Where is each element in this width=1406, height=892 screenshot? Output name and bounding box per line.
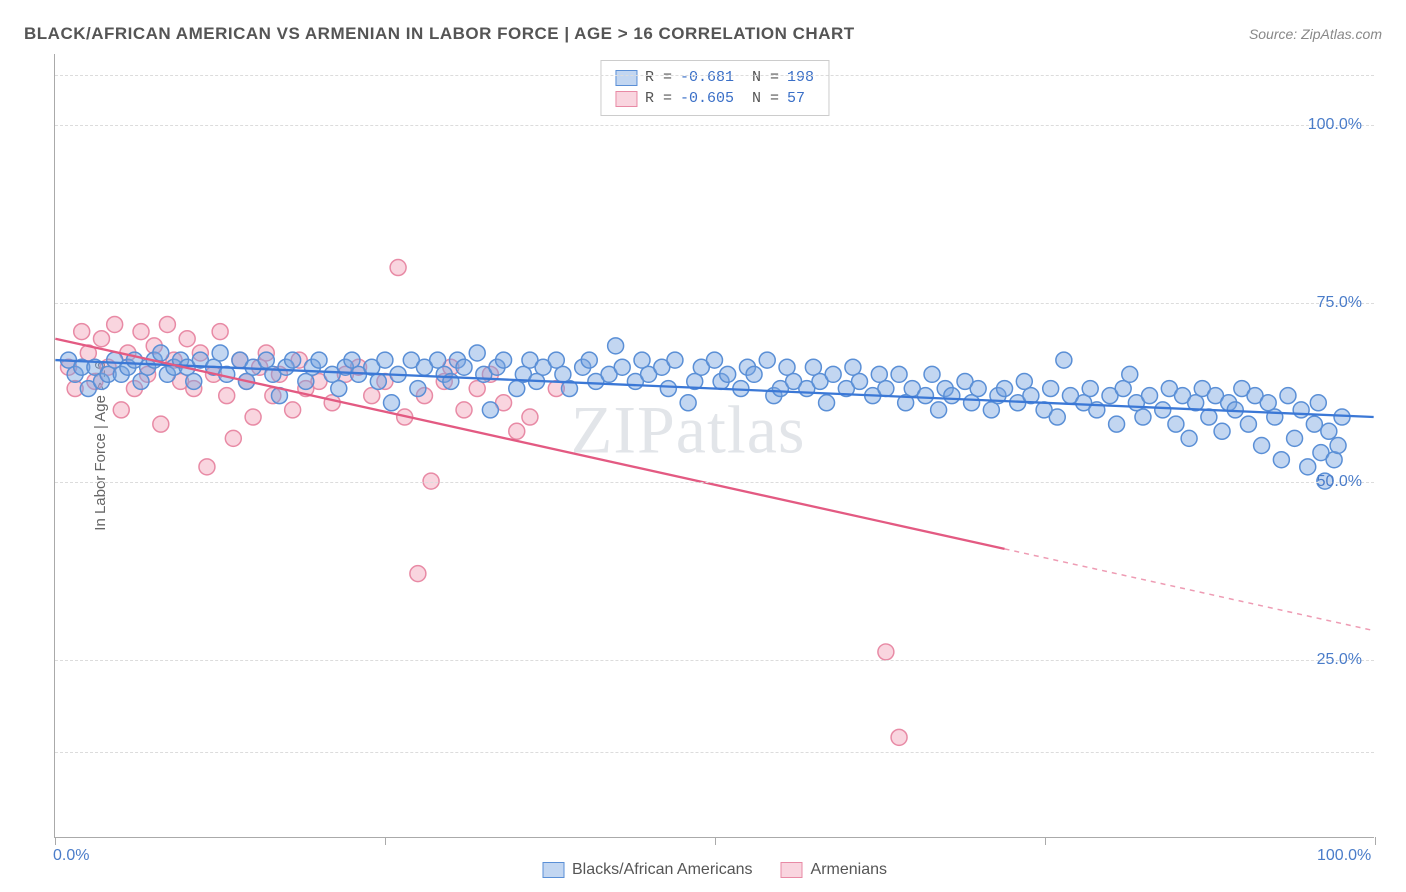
legend-n-label: N = xyxy=(752,90,779,107)
legend-bottom-item-blue: Blacks/African Americans xyxy=(542,861,753,879)
legend-r-value-blue: -0.681 xyxy=(680,69,734,86)
plot-area: ZIPatlas R = -0.681 N = 198 R = -0.605 N… xyxy=(54,54,1374,838)
legend-r-label: R = xyxy=(645,69,672,86)
legend-r-value-pink: -0.605 xyxy=(680,90,734,107)
legend-row-blue: R = -0.681 N = 198 xyxy=(615,67,814,88)
x-tick-label: 0.0% xyxy=(53,847,89,865)
source-label: Source: ZipAtlas.com xyxy=(1249,26,1382,42)
gridline xyxy=(55,125,1374,126)
gridline xyxy=(55,75,1374,76)
x-tick-label: 100.0% xyxy=(1317,847,1371,865)
legend-n-label: N = xyxy=(752,69,779,86)
y-tick-label: 75.0% xyxy=(1317,294,1362,312)
legend-swatch-blue xyxy=(542,862,564,878)
x-tick xyxy=(385,837,386,845)
legend-bottom-item-pink: Armenians xyxy=(781,861,887,879)
x-tick xyxy=(55,837,56,845)
y-tick-label: 50.0% xyxy=(1317,473,1362,491)
legend-n-value-pink: 57 xyxy=(787,90,805,107)
y-tick-label: 25.0% xyxy=(1317,651,1362,669)
y-tick-label: 100.0% xyxy=(1308,116,1362,134)
legend-swatch-pink xyxy=(781,862,803,878)
x-tick xyxy=(1045,837,1046,845)
x-tick xyxy=(715,837,716,845)
legend-n-value-blue: 198 xyxy=(787,69,814,86)
gridline xyxy=(55,482,1374,483)
gridline xyxy=(55,303,1374,304)
legend-correlation-box: R = -0.681 N = 198 R = -0.605 N = 57 xyxy=(600,60,829,116)
legend-row-pink: R = -0.605 N = 57 xyxy=(615,88,814,109)
chart-svg xyxy=(55,54,1374,837)
legend-swatch-pink xyxy=(615,91,637,107)
legend-swatch-blue xyxy=(615,70,637,86)
x-tick xyxy=(1375,837,1376,845)
legend-r-label: R = xyxy=(645,90,672,107)
legend-bottom-label-pink: Armenians xyxy=(811,861,887,879)
legend-bottom-label-blue: Blacks/African Americans xyxy=(572,861,753,879)
gridline xyxy=(55,752,1374,753)
chart-title: BLACK/AFRICAN AMERICAN VS ARMENIAN IN LA… xyxy=(24,24,855,44)
watermark: ZIPatlas xyxy=(571,390,806,469)
legend-bottom: Blacks/African Americans Armenians xyxy=(542,861,887,879)
gridline xyxy=(55,660,1374,661)
